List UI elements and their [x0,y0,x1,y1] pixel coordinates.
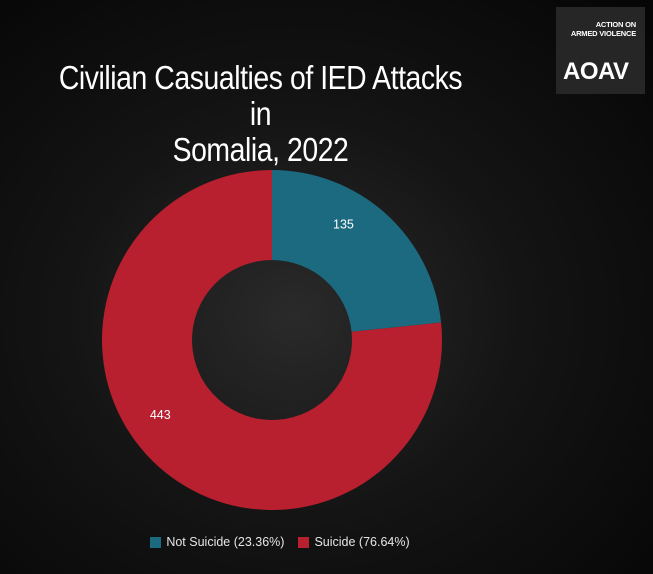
chart-legend: Not Suicide (23.36%) Suicide (76.64%) [0,535,560,549]
legend-swatch-not-suicide [150,536,162,548]
legend-item-suicide: Suicide (76.64%) [298,535,410,549]
logo-wordmark: AOAV [563,58,629,85]
logo-tagline: ACTION ON ARMED VIOLENCE [571,20,636,38]
legend-swatch-suicide [298,536,310,548]
logo-tagline-line-2: ARMED VIOLENCE [570,29,636,38]
donut-slice-not-suicide [272,170,442,332]
data-label-suicide: 443 [150,408,171,422]
data-labels: 135 443 [150,218,354,422]
donut-slice-suicide [102,170,443,511]
aoav-logo: ACTION ON ARMED VIOLENCE AOAV [556,7,645,94]
donut-slices [102,170,443,511]
chart-title-line-1: Civilian Casualties of IED Attacks in [58,59,463,132]
legend-item-not-suicide: Not Suicide (23.36%) [150,535,284,549]
chart-title-line-2: Somalia, 2022 [172,131,349,168]
legend-label-not-suicide: Not Suicide (23.36%) [166,535,285,549]
chart-title: Civilian Casualties of IED Attacks in So… [52,60,469,168]
legend-label-suicide: Suicide (76.64%) [314,535,410,549]
data-label-not-suicide: 135 [333,218,354,232]
logo-tagline-line-1: ACTION ON [595,20,636,29]
